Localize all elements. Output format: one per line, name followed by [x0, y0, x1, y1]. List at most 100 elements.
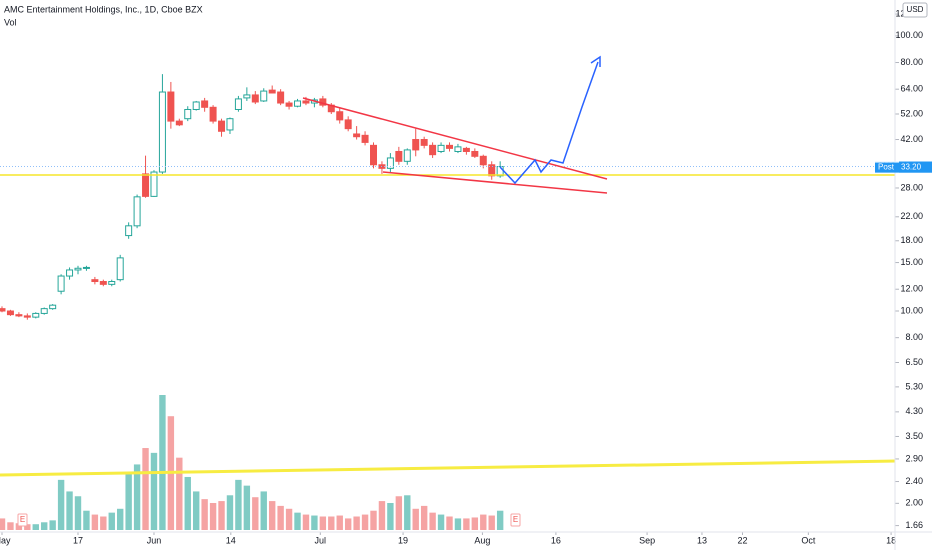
- candle-body: [0, 308, 6, 312]
- volume-bar: [24, 524, 31, 530]
- volume-bar: [184, 476, 191, 530]
- candle-body: [420, 139, 428, 146]
- volume-bar: [496, 510, 504, 530]
- x-tick-label: 18: [886, 535, 896, 545]
- trend-line: [382, 171, 608, 194]
- candle-body: [243, 94, 251, 99]
- candle-body: [226, 118, 234, 131]
- candle-body: [66, 269, 74, 277]
- volume-bar: [344, 518, 352, 530]
- volume-bar: [471, 517, 479, 530]
- candle-body: [201, 100, 209, 108]
- volume-bar: [218, 501, 225, 530]
- candle-body: [49, 304, 57, 310]
- arrow-head: [590, 55, 601, 67]
- y-tick-label: 52.00: [900, 108, 923, 118]
- candle-body: [471, 150, 479, 157]
- candle-body: [437, 144, 445, 152]
- y-tick-label: 28.00: [900, 182, 923, 192]
- volume-bar: [57, 479, 65, 530]
- x-tick-label: 14: [226, 535, 236, 545]
- x-tick-label: Jul: [315, 535, 327, 545]
- candle-body: [277, 91, 285, 104]
- volume-bar: [328, 516, 335, 530]
- y-tick-label: 4.30: [905, 406, 923, 416]
- projection-path: [499, 61, 599, 185]
- y-tick-label: 12.00: [900, 284, 923, 294]
- volume-bar: [100, 516, 107, 530]
- trend-line: [0, 459, 896, 477]
- y-tick-label: 2.40: [905, 476, 923, 486]
- candle-body: [57, 275, 65, 292]
- volume-bar: [412, 508, 419, 530]
- candle-body: [15, 314, 23, 317]
- x-tick-label: May: [0, 535, 11, 545]
- candle-body: [40, 308, 48, 314]
- candle-body: [99, 281, 107, 285]
- candle-body: [82, 266, 90, 269]
- volume-bar: [437, 514, 445, 530]
- volume-bar: [176, 457, 183, 530]
- candle-body: [116, 257, 124, 281]
- candle-body: [294, 100, 302, 107]
- candle-body: [403, 149, 411, 162]
- volume-bar: [336, 515, 343, 530]
- volume-bar: [268, 501, 276, 530]
- x-tick-label: 17: [73, 535, 83, 545]
- candle-body: [234, 98, 242, 110]
- volume-bar: [91, 514, 99, 530]
- candle-body: [133, 196, 141, 227]
- volume-bar: [133, 464, 141, 530]
- price-label-value-box: [899, 162, 932, 173]
- volume-bar: [243, 485, 251, 530]
- volume-bar: [378, 501, 386, 530]
- volume-bar: [488, 515, 495, 530]
- volume-bar: [463, 518, 470, 530]
- candle-body: [268, 89, 276, 94]
- volume-bar: [0, 518, 6, 530]
- candle-body: [91, 279, 99, 283]
- price-label-name: Post: [878, 163, 895, 172]
- x-tick-label: Aug: [474, 535, 490, 545]
- candle-body: [302, 100, 310, 104]
- volume-bar: [446, 516, 453, 530]
- volume-bar: [361, 514, 369, 530]
- y-tick-label: 2.00: [905, 498, 923, 508]
- y-tick-label: 22.00: [900, 211, 923, 221]
- x-tick-label: 13: [697, 535, 707, 545]
- candle-body: [150, 171, 158, 197]
- x-tick-label: Oct: [801, 535, 816, 545]
- candle-body: [175, 120, 183, 126]
- y-tick-label: 8.00: [905, 332, 923, 342]
- candle-body: [218, 120, 226, 132]
- candle-body: [344, 119, 352, 130]
- volume-bar: [277, 505, 284, 530]
- candle-body: [167, 91, 175, 122]
- price-label-value: 33.20: [901, 163, 922, 172]
- volume-bar: [387, 503, 394, 530]
- candle-body: [336, 111, 344, 121]
- candle-body: [125, 225, 133, 237]
- y-tick-label: 3.50: [905, 431, 923, 441]
- volume-bar: [285, 508, 293, 530]
- volume-bar: [41, 522, 48, 530]
- y-tick-label: 64.00: [900, 84, 923, 94]
- y-tick-label: 80.00: [900, 57, 923, 67]
- x-tick-label: 16: [551, 535, 561, 545]
- candle-body: [74, 267, 82, 271]
- candle-body: [108, 281, 116, 285]
- candle-body: [361, 134, 369, 143]
- volume-bar: [395, 496, 403, 530]
- volume-bar: [420, 505, 428, 530]
- earnings-marker: [17, 513, 28, 527]
- earnings-label: E: [20, 515, 25, 524]
- y-tick-label: 1.66: [905, 520, 923, 530]
- x-tick-label: 19: [398, 535, 408, 545]
- x-tick-label: Sep: [639, 535, 655, 545]
- candle-body: [209, 106, 217, 122]
- volume-bar: [74, 496, 82, 530]
- volume-bar: [226, 495, 234, 530]
- volume-bar: [311, 515, 318, 530]
- candle-body: [370, 144, 378, 166]
- y-tick-label: 10.00: [900, 305, 923, 315]
